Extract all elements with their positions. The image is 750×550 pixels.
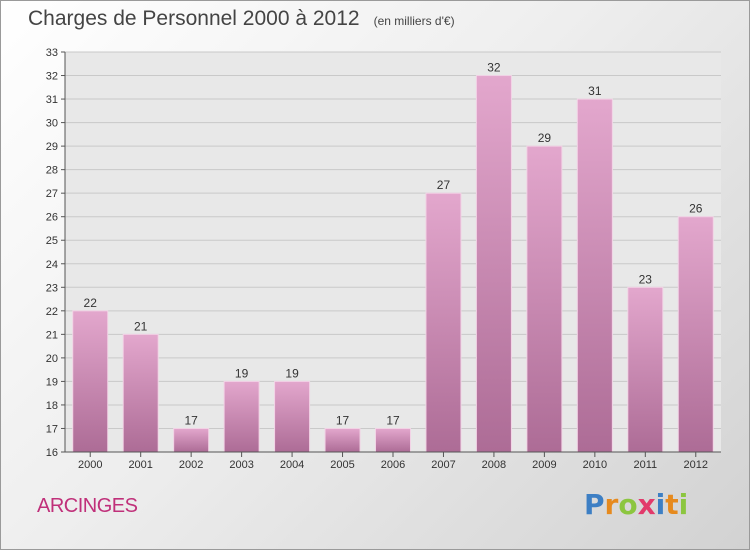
x-tick-label: 2011 (633, 459, 657, 471)
data-label-2002: 17 (184, 413, 198, 427)
y-tick-label: 26 (46, 212, 58, 224)
x-tick-label: 2008 (482, 459, 506, 471)
bar-2007 (425, 192, 462, 453)
x-axis-ticks: 2000 2001 2002 2003 2004 2005 2006 2007 2008 2009… (78, 452, 708, 471)
chart-title: Charges de Personnel 2000 à 2012 (28, 7, 360, 30)
x-tick-label: 2006 (381, 459, 405, 471)
logo-letter: i (678, 488, 689, 521)
data-label-2011: 23 (639, 272, 653, 286)
chart-title-block: Charges de Personnel 2000 à 2012 (en mill… (28, 7, 455, 31)
y-tick-label: 18 (46, 400, 58, 412)
x-tick-label: 2005 (330, 459, 354, 471)
x-tick-label: 2012 (684, 459, 708, 471)
y-tick-label: 16 (46, 447, 58, 459)
y-tick-label: 23 (46, 282, 58, 294)
x-tick-label: 2004 (280, 459, 304, 471)
y-tick-label: 31 (46, 94, 58, 106)
data-label-2012: 26 (689, 202, 703, 216)
y-tick-label: 28 (46, 165, 58, 177)
y-tick-label: 32 (46, 71, 58, 83)
data-label-2010: 31 (588, 84, 602, 98)
y-tick-label: 29 (46, 141, 58, 153)
x-tick-label: 2007 (431, 459, 455, 471)
plot-area (65, 52, 721, 452)
place-name: ARCINGES (37, 495, 138, 517)
y-tick-label: 22 (46, 306, 58, 318)
x-tick-label: 2001 (128, 459, 152, 471)
data-label-2009: 29 (538, 131, 552, 145)
x-tick-label: 2009 (532, 459, 556, 471)
data-label-2003: 19 (235, 366, 249, 380)
y-tick-label: 19 (46, 376, 58, 388)
data-label-2008: 32 (487, 61, 501, 75)
bar-2011 (627, 286, 664, 453)
proxiti-logo[interactable]: Proxiti (584, 488, 688, 521)
y-tick-label: 21 (46, 329, 58, 341)
bar-2012 (677, 216, 714, 453)
data-label-2000: 22 (84, 296, 98, 310)
logo-letter: t (665, 488, 679, 521)
x-tick-label: 2010 (583, 459, 607, 471)
y-tick-label: 30 (46, 118, 58, 130)
bar-2000 (72, 310, 109, 453)
y-tick-label: 17 (46, 423, 58, 435)
y-tick-label: 24 (46, 259, 58, 271)
bars: 22 21 17 19 19 17 17 27 32 29 31 23 26 (72, 61, 714, 453)
bar-2002 (173, 427, 210, 453)
bar-2009 (526, 145, 563, 453)
bar-2006 (375, 427, 411, 453)
bar-2001 (122, 333, 159, 453)
logo-letter: o (618, 488, 638, 521)
y-axis-ticks: 16 17 18 19 20 21 22 23 24 25 26 27 28 29 30 31 32 33 (46, 47, 65, 459)
logo-letter: x (637, 488, 656, 521)
bar-2003 (223, 380, 260, 453)
bar-2008 (475, 75, 512, 453)
chart-subtitle: (en milliers d'€) (373, 14, 455, 28)
data-label-2006: 17 (386, 413, 400, 427)
bar-2005 (324, 427, 361, 453)
data-label-2005: 17 (336, 413, 350, 427)
y-tick-label: 33 (46, 47, 58, 59)
y-tick-label: 27 (46, 188, 58, 200)
logo-letter: P (584, 488, 605, 521)
data-label-2007: 27 (437, 178, 451, 192)
data-label-2004: 19 (285, 366, 299, 380)
y-tick-label: 20 (46, 353, 58, 365)
data-label-2001: 21 (134, 319, 148, 333)
y-tick-label: 25 (46, 235, 58, 247)
x-tick-label: 2002 (179, 459, 203, 471)
x-tick-label: 2000 (78, 459, 102, 471)
logo-letter: r (604, 488, 619, 521)
bar-2004 (274, 380, 311, 453)
bar-2010 (576, 98, 613, 453)
logo-letter: i (655, 488, 666, 521)
x-tick-label: 2003 (229, 459, 253, 471)
